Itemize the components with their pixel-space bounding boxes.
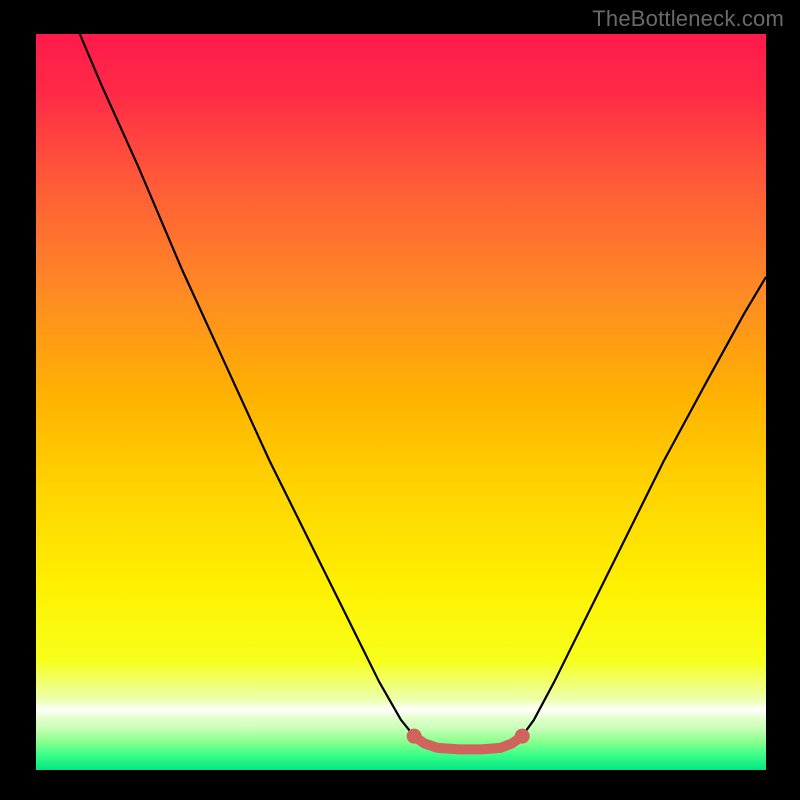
plot-area bbox=[36, 34, 766, 770]
highlight-endpoint bbox=[515, 729, 530, 744]
watermark-text: TheBottleneck.com bbox=[592, 6, 784, 32]
gradient-background bbox=[36, 34, 766, 770]
chart-svg bbox=[36, 34, 766, 770]
frame: TheBottleneck.com bbox=[0, 0, 800, 800]
highlight-endpoint bbox=[407, 729, 422, 744]
